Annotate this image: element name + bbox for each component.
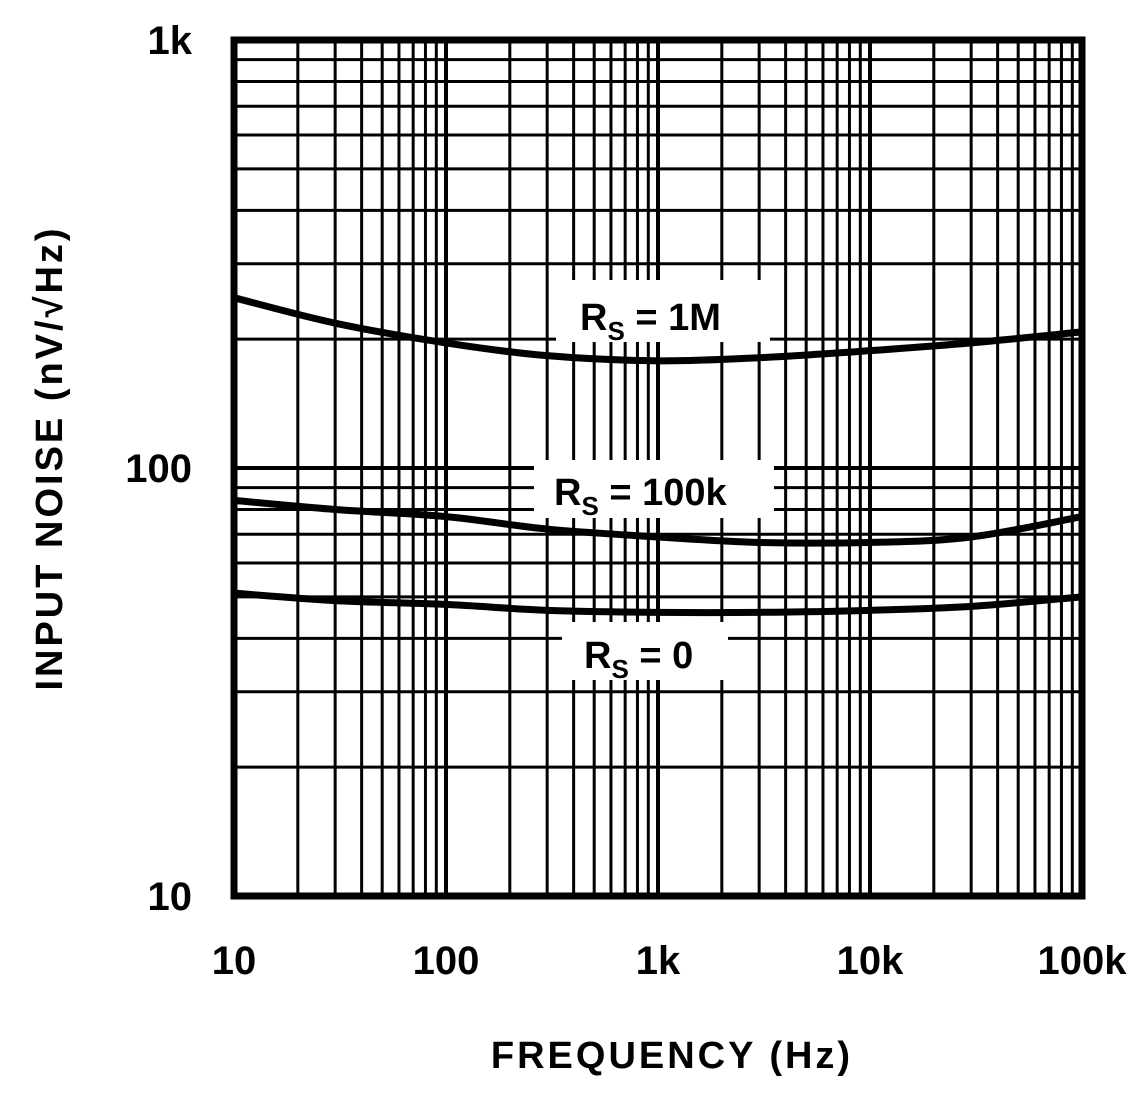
x-tick-label: 100 — [413, 939, 480, 983]
x-axis-ticks: 10 100 1k 10k 100k — [212, 939, 1127, 983]
x-tick-label: 10 — [212, 939, 257, 983]
series-label: RS = 1M — [580, 297, 721, 346]
x-tick-label: 10k — [837, 939, 904, 983]
y-tick-label: 1k — [148, 19, 193, 63]
series-curve-1 — [233, 496, 1083, 547]
series-labels: RS = 1M RS = 100k RS = 0 — [534, 280, 774, 684]
series-curve-0 — [233, 294, 1083, 365]
y-axis-title: INPUT NOISE (nV/√Hz) — [29, 225, 71, 690]
x-tick-label: 100k — [1038, 939, 1128, 983]
plot-frame — [230, 36, 1086, 900]
y-axis-ticks: 10 100 1k — [125, 19, 192, 919]
label-box — [562, 622, 728, 680]
series-curve-2 — [233, 589, 1083, 617]
x-axis-title: FREQUENCY (Hz) — [491, 1035, 853, 1077]
series-label: RS = 0 — [584, 635, 693, 684]
y-tick-label: 100 — [125, 447, 192, 491]
label-box — [534, 460, 774, 518]
label-box — [556, 280, 770, 342]
x-tick-label: 1k — [636, 939, 681, 983]
curves — [233, 294, 1083, 617]
y-tick-label: 10 — [148, 875, 193, 919]
series-label: RS = 100k — [554, 472, 728, 521]
